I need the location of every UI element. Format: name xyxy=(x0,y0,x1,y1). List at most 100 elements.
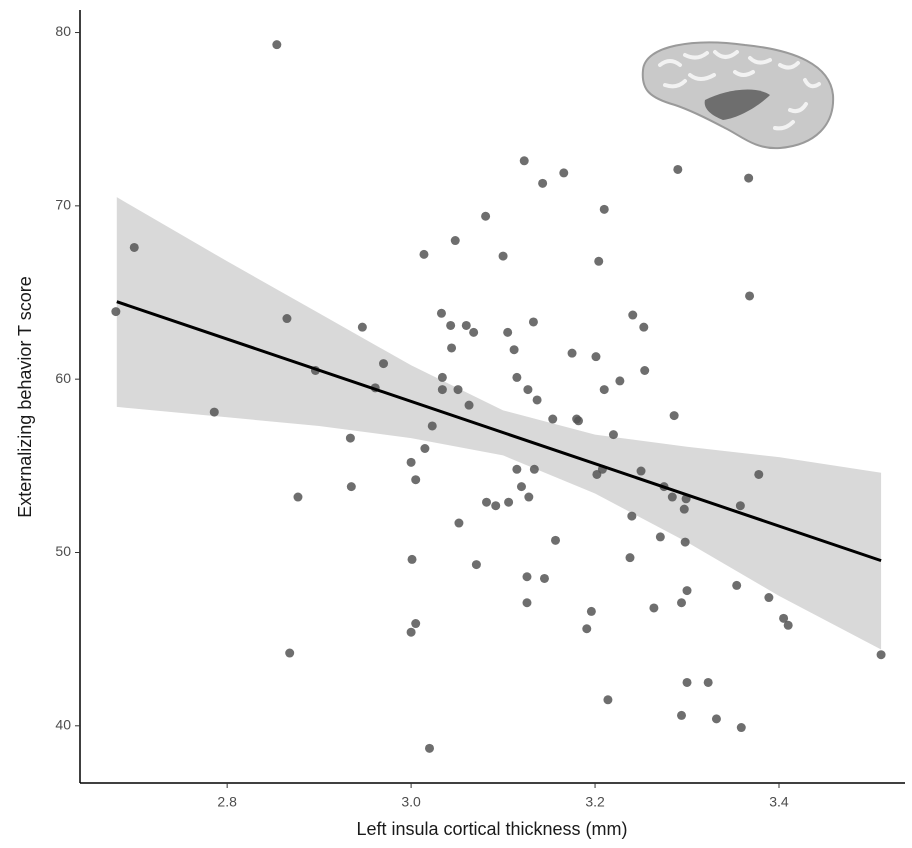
brain-illustration xyxy=(641,41,835,150)
point xyxy=(481,211,491,221)
point xyxy=(764,593,774,603)
point xyxy=(667,492,677,502)
point xyxy=(615,376,625,386)
point xyxy=(732,580,742,590)
x-tick-label: 3.0 xyxy=(401,794,421,810)
point xyxy=(406,627,416,637)
y-tick-label: 80 xyxy=(55,23,71,39)
point xyxy=(454,518,464,528)
point xyxy=(516,482,526,492)
point xyxy=(406,457,416,467)
point xyxy=(682,677,692,687)
point xyxy=(528,317,538,327)
brain-sulci xyxy=(658,50,821,131)
y-axis-title: Externalizing behavior T score xyxy=(15,276,35,517)
point xyxy=(129,242,139,252)
point xyxy=(677,710,687,720)
point xyxy=(523,385,533,395)
point xyxy=(424,743,434,753)
point xyxy=(379,359,389,369)
point xyxy=(640,366,650,376)
point xyxy=(464,400,474,410)
point xyxy=(209,407,219,417)
point xyxy=(548,414,558,424)
point xyxy=(272,40,282,50)
point xyxy=(628,310,638,320)
point xyxy=(673,164,683,174)
y-tick-label: 40 xyxy=(55,717,71,733)
point xyxy=(745,291,755,301)
point xyxy=(453,385,463,395)
point xyxy=(522,572,532,582)
point xyxy=(677,598,687,608)
y-tick-label: 60 xyxy=(55,370,71,386)
point xyxy=(345,433,355,443)
point xyxy=(680,537,690,547)
point xyxy=(567,348,577,358)
point xyxy=(538,178,548,188)
point xyxy=(469,327,479,337)
point xyxy=(876,650,886,660)
point xyxy=(346,482,356,492)
point xyxy=(509,345,519,355)
point xyxy=(461,320,471,330)
point xyxy=(586,606,596,616)
point xyxy=(482,497,492,507)
y-tick-label: 70 xyxy=(55,197,71,213)
point xyxy=(436,308,446,318)
point xyxy=(420,443,430,453)
point xyxy=(407,554,417,564)
point xyxy=(754,469,764,479)
point xyxy=(446,320,456,330)
point xyxy=(437,372,447,382)
point xyxy=(599,204,609,214)
point xyxy=(491,501,501,511)
point xyxy=(551,535,561,545)
x-tick-label: 3.2 xyxy=(585,794,605,810)
point xyxy=(636,466,646,476)
point xyxy=(504,497,514,507)
point xyxy=(655,532,665,542)
point xyxy=(427,421,437,431)
regression-line xyxy=(116,300,882,563)
point xyxy=(529,464,539,474)
point xyxy=(282,314,292,324)
point xyxy=(779,613,789,623)
point xyxy=(111,307,121,317)
point xyxy=(669,411,679,421)
point xyxy=(419,249,429,259)
point xyxy=(532,395,542,405)
point xyxy=(735,501,745,511)
point xyxy=(512,372,522,382)
point xyxy=(447,343,457,353)
point xyxy=(559,168,569,178)
x-axis-title: Left insula cortical thickness (mm) xyxy=(356,819,627,839)
y-tick-label: 50 xyxy=(55,543,71,559)
point xyxy=(603,695,613,705)
point xyxy=(450,236,460,246)
point xyxy=(357,322,367,332)
point xyxy=(582,624,592,634)
point xyxy=(293,492,303,502)
point xyxy=(522,598,532,608)
point xyxy=(285,648,295,658)
point xyxy=(703,677,713,687)
x-tick-label: 3.4 xyxy=(769,794,789,810)
point xyxy=(682,586,692,596)
point xyxy=(512,464,522,474)
point xyxy=(524,492,534,502)
point xyxy=(411,619,421,629)
point xyxy=(627,511,637,521)
point xyxy=(411,475,421,485)
point xyxy=(573,416,583,426)
confidence-band xyxy=(116,197,882,650)
x-tick-label: 2.8 xyxy=(217,794,237,810)
point xyxy=(744,173,754,183)
point xyxy=(736,723,746,733)
point xyxy=(639,322,649,332)
point xyxy=(679,504,689,514)
point xyxy=(539,573,549,583)
point xyxy=(783,620,793,630)
